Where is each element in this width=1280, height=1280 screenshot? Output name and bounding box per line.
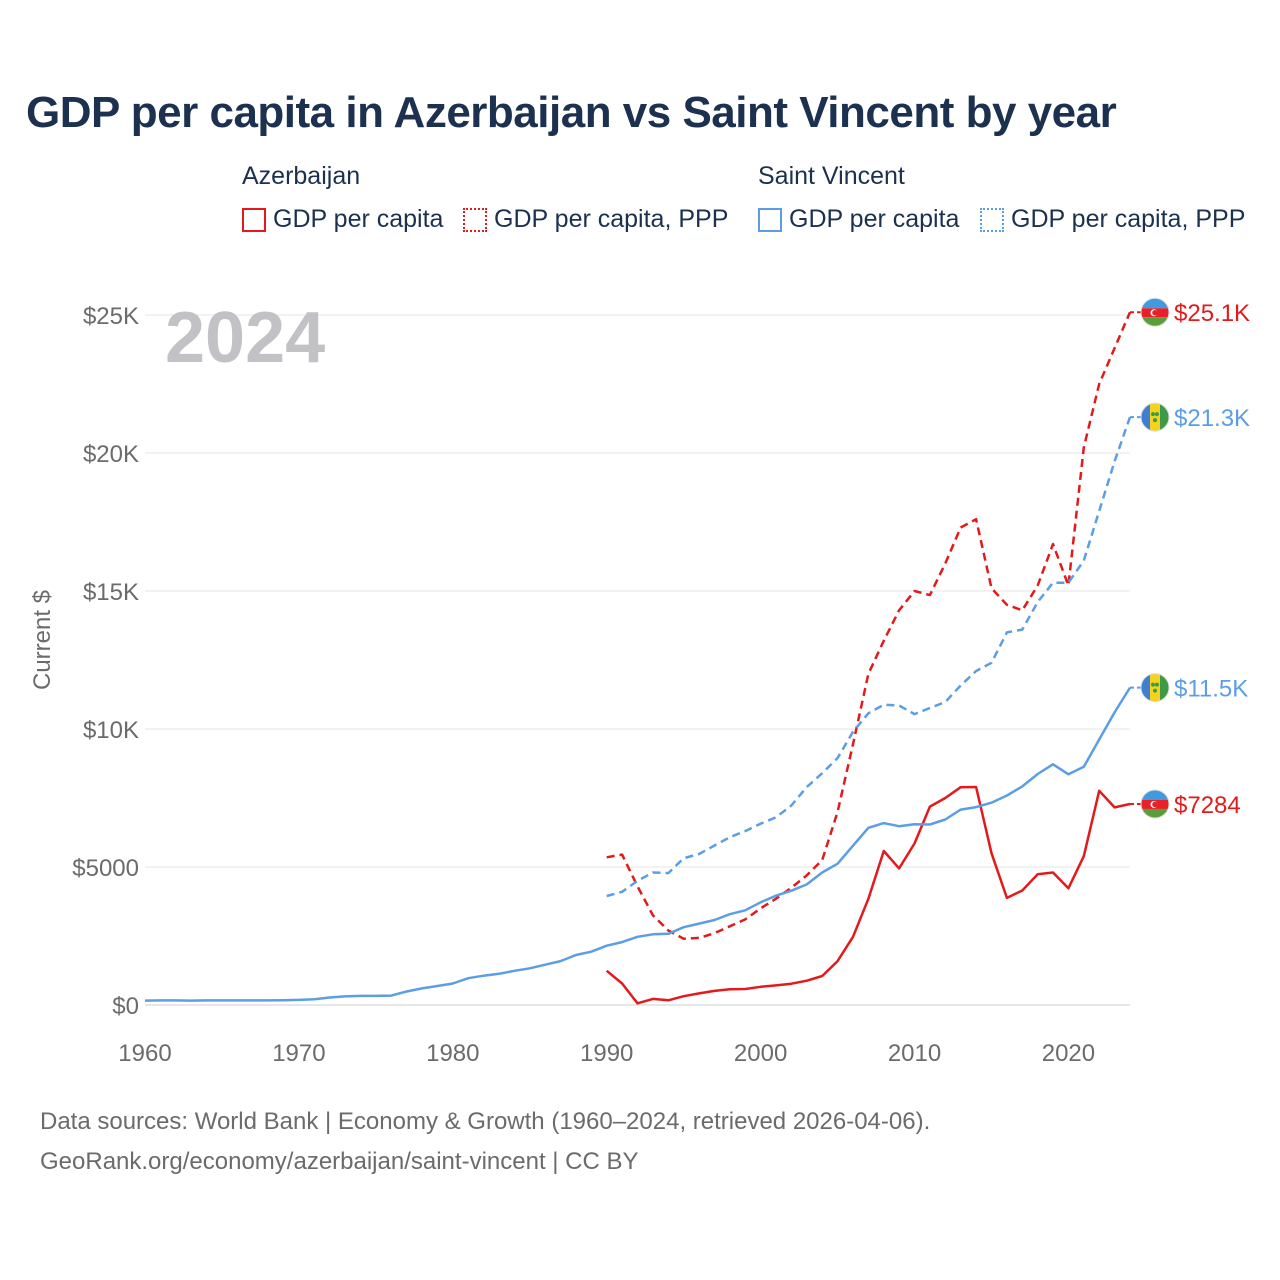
legend-label: GDP per capita [273, 205, 444, 233]
y-tick-label: $10K [83, 717, 139, 744]
series-line [606, 311, 1132, 941]
legend-item-azerbaijan-gdp-ppp[interactable]: GDP per capita, PPP [463, 205, 728, 234]
line-chart: 2024 Current $ $0 $5000 $10K $15K $20K $25K 19… [29, 297, 1250, 1067]
gridlines [145, 314, 1130, 1006]
x-tick-label: 1980 [426, 1040, 479, 1067]
legend-label: GDP per capita, PPP [494, 205, 729, 233]
x-tick-label: 1990 [580, 1040, 633, 1067]
x-tick-label: 1960 [118, 1040, 171, 1067]
x-tick-label: 2020 [1042, 1040, 1095, 1067]
series-line [605, 785, 1131, 1005]
x-tick-label: 2000 [734, 1040, 787, 1067]
legend-group-saint-vincent: Saint Vincent [758, 162, 905, 190]
y-tick-label: $5000 [72, 855, 139, 882]
end-labels: $7284 $25.1K $11.5K $21.3K [1130, 297, 1250, 819]
axis-ticks: $0 $5000 $10K $15K $20K $25K 1960 1970 1980 1990 2… [72, 303, 1095, 1067]
series-lines [144, 311, 1132, 1005]
y-tick-label: $15K [83, 579, 139, 606]
azerbaijan-flag-icon [1140, 297, 1170, 327]
legend-swatch-dotted [463, 207, 487, 232]
y-axis-label: Current $ [29, 590, 56, 690]
y-tick-label: $25K [83, 303, 139, 330]
legend-item-saint-vincent-gdp[interactable]: GDP per capita [758, 205, 959, 234]
legend-swatch-solid [242, 207, 266, 232]
legend-group-azerbaijan: Azerbaijan [242, 162, 361, 190]
end-value-label: $21.3K [1174, 405, 1250, 432]
x-tick-label: 2010 [888, 1040, 941, 1067]
legend-label: GDP per capita, PPP [1011, 205, 1246, 233]
footer-attribution: GeoRank.org/economy/azerbaijan/saint-vin… [40, 1148, 639, 1175]
end-value-label: $11.5K [1174, 676, 1248, 703]
end-value-label: $25.1K [1174, 300, 1250, 327]
series-line [144, 686, 1132, 1002]
legend-swatch-dotted [980, 207, 1004, 232]
saint-vincent-flag-icon [1140, 673, 1170, 703]
series-line [606, 416, 1132, 898]
y-tick-label: $20K [83, 441, 139, 468]
x-tick-label: 1970 [272, 1040, 325, 1067]
legend-swatch-solid [758, 207, 782, 232]
legend-item-saint-vincent-gdp-ppp[interactable]: GDP per capita, PPP [980, 205, 1245, 234]
end-value-label: $7284 [1174, 792, 1241, 819]
footer-sources: Data sources: World Bank | Economy & Gro… [40, 1108, 931, 1135]
saint-vincent-flag-icon [1140, 402, 1170, 432]
legend-label: GDP per capita [789, 205, 960, 233]
legend-item-azerbaijan-gdp[interactable]: GDP per capita [242, 205, 443, 234]
chart-title: GDP per capita in Azerbaijan vs Saint Vi… [26, 88, 1117, 137]
y-tick-label: $0 [112, 993, 139, 1020]
azerbaijan-flag-icon [1140, 789, 1170, 819]
year-label: 2024 [165, 298, 325, 378]
